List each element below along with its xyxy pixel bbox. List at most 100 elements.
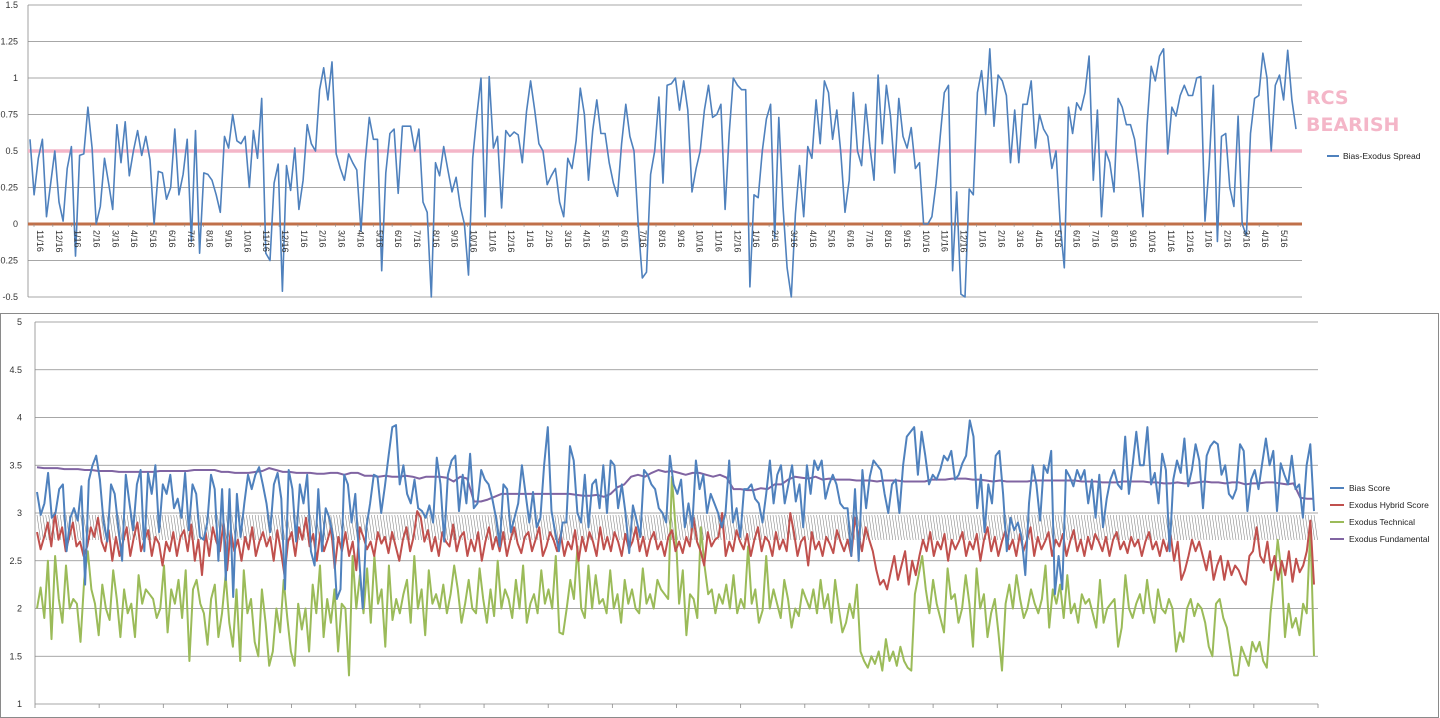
x-tick-label-overlap	[618, 514, 623, 541]
x-tick-label-overlap	[1098, 514, 1103, 541]
x-tick-label-overlap	[921, 514, 926, 541]
x-tick-label-overlap	[347, 514, 353, 541]
x-tick-label-overlap	[656, 514, 661, 541]
x-tick-label-overlap	[39, 514, 44, 541]
x-tick-label-overlap	[964, 514, 969, 541]
x-tick-label-overlap	[199, 514, 204, 541]
x-tick-label-overlap	[1232, 514, 1237, 541]
x-tick-label: 5/16	[1053, 230, 1063, 248]
x-tick-label-overlap	[897, 514, 902, 541]
x-tick-label-overlap	[1019, 514, 1024, 541]
y-tick-label: 1.5	[9, 651, 22, 661]
x-tick-label-overlap	[1310, 514, 1315, 541]
x-tick-label-overlap	[1293, 514, 1298, 541]
x-tick-label-overlap	[251, 514, 257, 541]
x-tick-label-overlap	[118, 514, 123, 541]
x-tick-label-overlap	[1107, 514, 1112, 541]
x-tick-label-overlap	[694, 514, 699, 541]
x-tick-label-overlap	[874, 514, 879, 541]
x-tick-label: 9/16	[450, 230, 460, 248]
x-tick-label-overlap	[996, 514, 1001, 541]
x-tick-label: 6/16	[619, 230, 629, 248]
x-tick-label-overlap	[662, 514, 667, 541]
x-tick-label-overlap	[100, 514, 105, 541]
x-tick-label-overlap	[161, 514, 166, 541]
x-tick-label: 5/16	[374, 230, 384, 248]
x-tick-label: 1/16	[299, 230, 309, 248]
x-tick-label-overlap	[758, 514, 763, 541]
series-line-exodus-technical	[36, 475, 1315, 677]
x-tick-label-overlap	[699, 514, 704, 541]
x-tick-label-overlap	[74, 514, 79, 541]
y-tick-label: 2	[17, 604, 22, 614]
x-tick-label-overlap	[1089, 514, 1094, 541]
x-tick-label-overlap	[382, 514, 387, 541]
x-tick-label-overlap	[659, 514, 664, 541]
x-tick-label-overlap	[1147, 514, 1152, 541]
x-tick-label-overlap	[1121, 514, 1126, 541]
x-tick-label-overlap	[473, 514, 478, 541]
x-tick-label-overlap	[592, 514, 597, 541]
x-tick-label: 4/16	[129, 230, 139, 248]
x-tick-label-overlap	[1031, 514, 1036, 541]
x-tick-label: 4/16	[1260, 230, 1270, 248]
x-tick-label-overlap	[877, 514, 882, 541]
x-tick-label-overlap	[470, 514, 475, 541]
x-tick-label-overlap	[464, 514, 469, 541]
x-tick-label-overlap	[976, 514, 981, 541]
x-tick-label-overlap	[1200, 514, 1205, 541]
legend-label-exodus-hybrid-score: Exodus Hybrid Score	[1349, 500, 1429, 510]
x-tick-label-overlap	[746, 514, 751, 541]
x-tick-label-overlap	[1284, 514, 1289, 541]
x-tick-label-overlap	[987, 514, 992, 541]
x-tick-label-overlap	[880, 514, 885, 541]
x-tick-label-overlap	[644, 514, 649, 541]
x-tick-label-overlap	[1188, 514, 1193, 541]
x-tick-label: 3/16	[110, 230, 120, 248]
x-tick-label-overlap	[923, 514, 928, 541]
x-tick-label-overlap	[490, 514, 495, 541]
x-tick-label-overlap	[1296, 514, 1301, 541]
x-tick-label-overlap	[641, 514, 646, 541]
x-tick-label-overlap	[793, 514, 798, 541]
x-tick-label-overlap	[164, 514, 169, 541]
x-tick-label-overlap	[1185, 514, 1190, 541]
x-tick-label-overlap	[726, 514, 731, 541]
y-tick-label: 2.5	[9, 556, 22, 566]
x-tick-label-overlap	[766, 514, 771, 541]
x-tick-label-overlap	[1206, 514, 1211, 541]
x-tick-label: 4/16	[355, 230, 365, 248]
x-tick-label: 11/16	[35, 230, 45, 252]
x-tick-label-overlap	[810, 514, 815, 541]
x-tick-label-overlap	[1258, 514, 1263, 541]
x-tick-label: 7/16	[638, 230, 648, 248]
x-tick-label: 6/16	[1072, 230, 1082, 248]
x-tick-label-overlap	[502, 514, 507, 541]
x-tick-label-overlap	[1220, 514, 1225, 541]
series-line-exodus-hybrid-score	[36, 510, 1315, 591]
x-tick-label-overlap	[868, 514, 873, 541]
x-tick-label: 1/16	[977, 230, 987, 248]
x-tick-label: 12/16	[506, 230, 516, 253]
x-tick-label-overlap	[368, 514, 373, 541]
x-tick-label-overlap	[1110, 514, 1115, 541]
x-tick-label-overlap	[1241, 514, 1246, 541]
y-tick-label: 4	[17, 413, 22, 423]
x-tick-label-overlap	[391, 514, 396, 541]
x-tick-label-overlap	[1179, 514, 1184, 541]
y-tick-label: 1	[13, 73, 18, 83]
x-tick-label-overlap	[606, 514, 611, 541]
x-tick-label-overlap	[205, 514, 210, 541]
x-tick-label-overlap	[1299, 514, 1304, 541]
x-tick-label-overlap	[886, 514, 891, 541]
x-tick-label-overlap	[1217, 514, 1222, 541]
x-tick-label-overlap	[417, 514, 422, 541]
y-tick-label: 0	[13, 219, 18, 229]
x-tick-label-overlap	[1281, 514, 1286, 541]
y-tick-label: -0.25	[0, 256, 18, 266]
x-tick-label-overlap	[1235, 514, 1240, 541]
x-tick-label: 7/16	[864, 230, 874, 248]
x-tick-label-overlap	[569, 514, 574, 541]
x-tick-label-overlap	[900, 514, 905, 541]
